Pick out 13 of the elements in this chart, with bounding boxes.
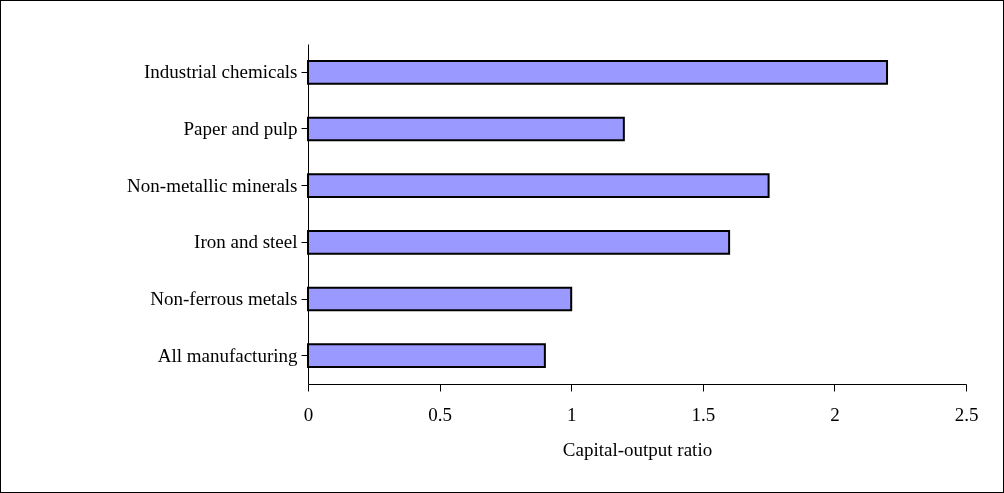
y-tick-label: Industrial chemicals	[143, 61, 298, 83]
x-tick-label: 2.5	[954, 403, 979, 425]
y-tick-label: Non-metallic minerals	[127, 174, 298, 196]
x-tick-label: 1.5	[691, 403, 716, 425]
x-tick-label: 1	[566, 403, 577, 425]
y-tick-label: Iron and steel	[194, 231, 298, 253]
x-axis-title: Capital-output ratio	[562, 438, 713, 460]
x-tick-label: 2	[830, 403, 840, 425]
x-tick-label: 0.5	[428, 403, 452, 425]
y-tick-label: All manufacturing	[157, 344, 298, 366]
x-tick-label: 0	[303, 403, 314, 425]
y-tick-label: Paper and pulp	[183, 118, 298, 139]
y-tick-label: Non-ferrous metals	[150, 288, 298, 309]
